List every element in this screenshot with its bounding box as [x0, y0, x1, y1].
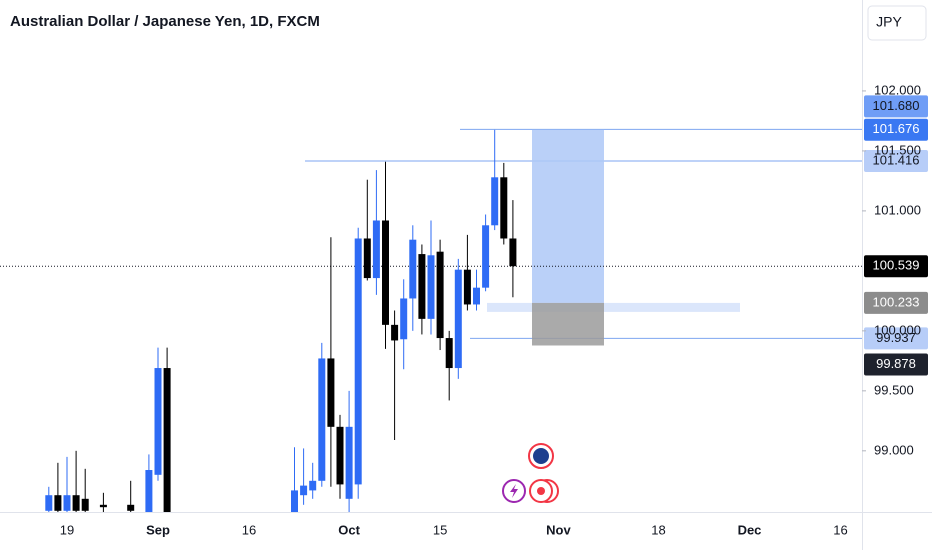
x-tick-label: Sep [146, 522, 170, 537]
x-tick-label: Nov [546, 522, 571, 537]
candle-body [163, 368, 171, 512]
candle-body [436, 251, 444, 339]
candle-body [382, 220, 389, 325]
candle-body [81, 498, 89, 511]
candle-body [454, 269, 462, 369]
x-tick-label: 19 [60, 522, 74, 537]
x-tick-label: 18 [651, 522, 665, 537]
chart-title: Australian Dollar / Japanese Yen, 1D, FX… [10, 13, 320, 30]
x-tick-label: Dec [738, 522, 762, 537]
candle-body [445, 338, 453, 369]
candle-body [72, 495, 80, 511]
earnings-dot [537, 487, 545, 495]
price-label-box [864, 95, 928, 118]
candle-body [309, 480, 317, 491]
candle-body [482, 225, 490, 288]
candle-body [336, 426, 344, 485]
price-label: 100.233 [873, 294, 920, 309]
candle-body [418, 254, 426, 319]
stop-zone [532, 302, 604, 346]
candle-body [291, 490, 298, 512]
price-label-box [864, 353, 928, 376]
candle-body [391, 324, 399, 341]
price-label: 101.416 [873, 152, 920, 167]
price-label: 101.676 [873, 121, 920, 136]
candle-body [363, 238, 371, 279]
candle-body [354, 238, 362, 485]
candle-body [400, 298, 408, 340]
price-label-box [864, 118, 928, 141]
zone-band [487, 302, 740, 312]
y-tick-label: 99.000 [874, 442, 914, 457]
candle-body [127, 504, 135, 511]
candle-body [427, 255, 435, 319]
price-label: 100.539 [873, 258, 920, 273]
y-tick-label: 101.500 [874, 142, 921, 157]
candle-body [372, 220, 380, 279]
x-tick-label: 16 [833, 522, 847, 537]
y-tick-label: 102.000 [874, 82, 921, 97]
candle-body [463, 269, 471, 305]
candle-body [54, 495, 62, 511]
candle-body [45, 495, 53, 511]
event-icons [502, 443, 559, 503]
bolt-icon [510, 484, 518, 498]
price-label-box [864, 255, 928, 278]
flag-icon [533, 448, 549, 464]
x-tick-label: 15 [433, 522, 447, 537]
price-labels: 101.680 101.676 101.416 100.539 100.233 99.93… [864, 95, 928, 376]
price-label: 99.937 [876, 330, 916, 345]
candle-body [318, 358, 326, 481]
y-tick-label: 101.000 [874, 202, 921, 217]
candle-body [345, 426, 353, 499]
price-label-box [864, 291, 928, 314]
x-tick-label: 16 [242, 522, 256, 537]
candle-body [473, 287, 480, 305]
candle-body [145, 470, 153, 512]
candle-body [154, 368, 162, 475]
price-label: 99.878 [876, 356, 916, 371]
y-tick-label: 99.500 [874, 382, 914, 397]
candle-body [509, 238, 517, 267]
candle-body [409, 239, 417, 299]
price-label-box [864, 327, 928, 350]
currency-button[interactable] [867, 5, 927, 41]
price-label: 101.680 [873, 98, 920, 113]
candle-body [500, 177, 508, 239]
currency-label[interactable]: JPY [876, 14, 902, 30]
candle-body [327, 358, 335, 427]
candle-body [63, 495, 71, 511]
plot-area [0, 128, 862, 512]
y-tick-label: 100.000 [874, 322, 921, 337]
x-tick-label: Oct [338, 522, 360, 537]
candle-body [300, 485, 308, 496]
target-zone [532, 129, 604, 303]
candle-body [491, 177, 499, 226]
candle-body [99, 504, 107, 508]
price-label-box [864, 149, 928, 172]
